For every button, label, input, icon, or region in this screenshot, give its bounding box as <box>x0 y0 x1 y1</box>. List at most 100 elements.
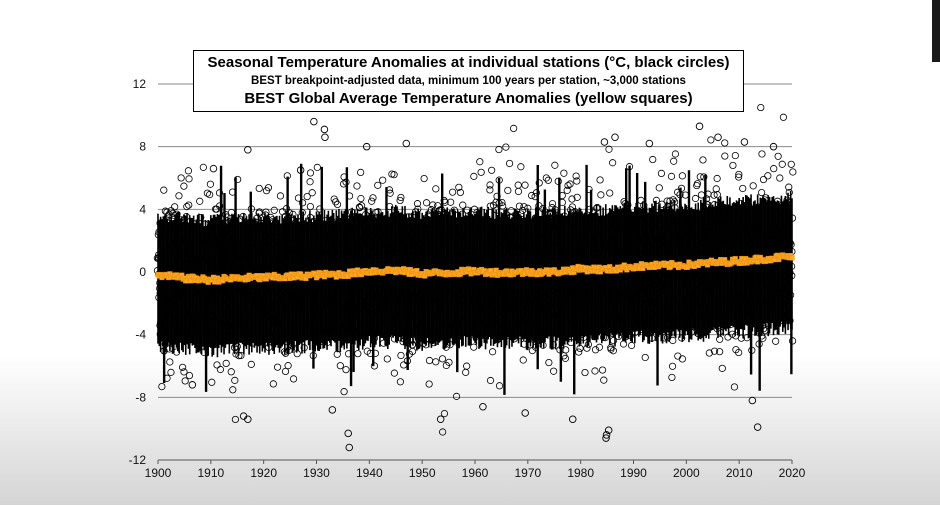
station-anomaly-point <box>566 180 574 188</box>
station-anomaly-point <box>199 163 207 171</box>
station-anomaly-point <box>712 185 720 193</box>
station-anomaly-point <box>502 143 510 151</box>
station-anomaly-point <box>785 183 793 191</box>
station-anomaly-point <box>563 186 571 194</box>
station-anomaly-outlier <box>748 396 757 405</box>
station-anomaly-point <box>520 203 528 211</box>
station-anomaly-point <box>705 349 713 357</box>
x-tick-label: 1980 <box>567 466 594 480</box>
station-anomaly-point <box>606 189 614 197</box>
station-anomaly-point <box>785 188 793 197</box>
station-anomaly-outlier <box>695 122 704 131</box>
station-anomaly-point <box>549 341 557 349</box>
station-anomaly-point <box>440 196 448 205</box>
station-anomaly-point <box>213 361 221 369</box>
station-anomaly-point <box>573 177 581 185</box>
x-tick-label: 1930 <box>303 466 330 480</box>
station-anomaly-point <box>340 388 348 396</box>
station-anomaly-outlier <box>310 117 318 126</box>
station-anomaly-point <box>730 383 739 391</box>
station-anomaly-point <box>535 179 543 187</box>
station-anomaly-point <box>627 341 636 350</box>
station-anomaly-point <box>573 193 581 201</box>
x-tick-label: 1970 <box>514 466 541 480</box>
station-anomaly-point <box>687 328 695 336</box>
chart-title: Seasonal Temperature Anomalies at indivi… <box>207 54 730 71</box>
station-anomaly-points <box>153 103 797 452</box>
station-anomaly-point <box>640 201 648 209</box>
station-anomaly-point <box>160 186 168 194</box>
station-anomaly-point <box>735 348 743 357</box>
station-anomaly-point <box>648 334 656 342</box>
station-anomaly-point <box>787 241 795 249</box>
x-tick-label: 1940 <box>356 466 383 480</box>
station-anomaly-point <box>693 180 702 188</box>
station-anomaly-point <box>671 150 680 158</box>
station-anomaly-point <box>456 188 465 197</box>
station-anomaly-point <box>462 368 470 376</box>
station-anomaly-point <box>447 198 455 206</box>
station-anomaly-point <box>180 368 188 376</box>
x-tick-label: 2010 <box>726 466 753 480</box>
station-anomaly-point <box>196 197 204 205</box>
station-anomaly-point <box>379 176 387 184</box>
station-anomaly-point <box>707 136 715 144</box>
station-anomaly-point <box>609 347 617 355</box>
station-anomaly-point <box>718 364 726 372</box>
station-anomaly-point <box>425 380 433 388</box>
station-anomaly-point <box>167 368 175 376</box>
station-anomaly-point <box>445 358 453 366</box>
station-anomaly-outlier <box>568 415 577 424</box>
station-anomaly-point <box>505 159 514 168</box>
station-anomaly-point <box>716 348 724 356</box>
station-anomaly-point <box>316 205 324 213</box>
station-anomaly-outlier <box>740 138 749 146</box>
station-anomaly-point <box>504 186 512 195</box>
station-anomaly-point <box>430 339 438 347</box>
station-anomaly-point <box>470 343 478 351</box>
station-anomaly-point <box>657 169 666 177</box>
station-anomaly-point <box>180 182 188 190</box>
station-anomaly-point <box>450 206 458 214</box>
station-anomaly-point <box>208 378 216 386</box>
station-anomaly-outlier <box>188 381 197 389</box>
station-anomaly-point <box>609 337 618 345</box>
station-anomaly-outlier <box>321 133 329 142</box>
station-anomaly-point <box>374 181 382 189</box>
station-anomaly-point <box>442 343 450 351</box>
station-anomaly-outlier <box>402 139 411 148</box>
station-anomaly-point <box>432 185 440 193</box>
station-anomaly-point <box>408 347 417 356</box>
x-tick-label: 1950 <box>409 466 436 480</box>
station-anomaly-point <box>518 206 527 214</box>
station-anomaly-point <box>575 348 583 356</box>
station-anomaly-point <box>779 113 788 121</box>
station-anomaly-point <box>342 366 350 374</box>
y-tick-label: 4 <box>139 202 146 216</box>
station-anomaly-outlier <box>436 415 445 424</box>
station-anomaly-point <box>576 344 584 353</box>
station-anomaly-point <box>313 163 321 171</box>
station-anomaly-point <box>560 169 568 177</box>
chart-subtitle: BEST breakpoint-adjusted data, minimum 1… <box>251 75 686 87</box>
station-anomaly-point <box>658 200 666 208</box>
station-anomaly-point <box>281 367 290 376</box>
station-anomaly-point <box>539 341 547 349</box>
station-anomaly-outlier <box>611 133 619 142</box>
station-anomaly-point <box>353 182 361 190</box>
station-anomaly-point <box>598 366 607 374</box>
station-anomaly-point <box>721 152 729 160</box>
station-anomaly-point <box>448 188 457 196</box>
station-anomaly-point <box>233 342 241 351</box>
station-anomaly-point <box>551 161 559 169</box>
y-tick-label: -12 <box>129 453 147 467</box>
station-anomaly-point <box>476 158 484 166</box>
station-anomaly-point <box>181 377 189 385</box>
station-anomaly-outlier <box>479 402 487 411</box>
station-anomaly-point <box>306 178 314 186</box>
chart-title-box: Seasonal Temperature Anomalies at indivi… <box>193 50 744 112</box>
station-anomaly-point <box>231 376 239 384</box>
station-anomaly-point <box>486 376 495 385</box>
station-anomaly-point <box>668 362 677 370</box>
station-anomaly-point <box>713 174 721 183</box>
